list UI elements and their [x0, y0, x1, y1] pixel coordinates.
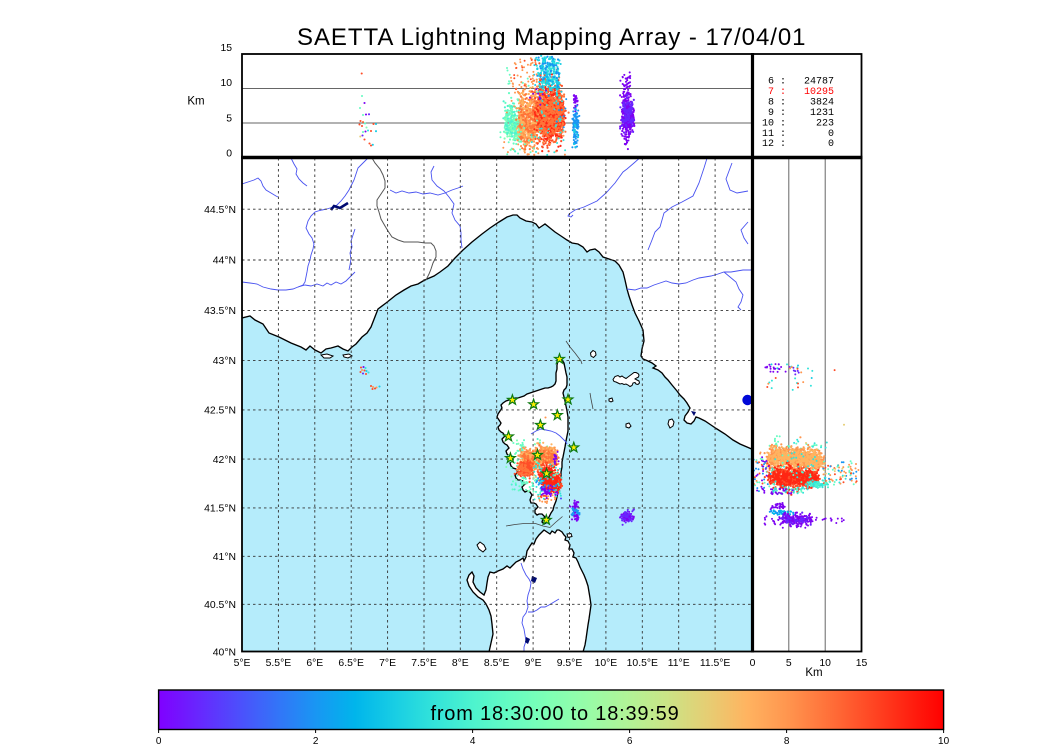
- svg-text:4: 4: [470, 736, 476, 747]
- svg-text:15: 15: [220, 43, 232, 54]
- svg-text:43°N: 43°N: [213, 356, 236, 367]
- svg-text:42°N: 42°N: [213, 455, 236, 466]
- svg-text:6: 6: [627, 736, 633, 747]
- svg-text:42.5°N: 42.5°N: [204, 406, 236, 417]
- svg-text:5: 5: [226, 113, 232, 124]
- svg-text:9 : 1231: 9 : 1231: [762, 108, 834, 119]
- svg-text:Km: Km: [187, 96, 204, 108]
- svg-text:11.5°E: 11.5°E: [700, 658, 731, 669]
- svg-text:43.5°N: 43.5°N: [204, 306, 236, 317]
- svg-text:11 : 0: 11 : 0: [762, 129, 834, 140]
- svg-text:10°E: 10°E: [595, 658, 618, 669]
- svg-text:44°N: 44°N: [213, 256, 236, 267]
- svg-text:6.5°E: 6.5°E: [338, 658, 364, 669]
- svg-text:Km: Km: [805, 667, 822, 679]
- svg-text:SAETTA Lightning Mapping Array: SAETTA Lightning Mapping Array - 17/04/0…: [297, 24, 806, 51]
- svg-text:12 : 0: 12 : 0: [762, 139, 834, 150]
- svg-text:7 : 10295: 7 : 10295: [762, 87, 834, 98]
- svg-text:15: 15: [856, 658, 868, 669]
- svg-text:5.5°E: 5.5°E: [266, 658, 292, 669]
- svg-text:44.5°N: 44.5°N: [204, 205, 236, 216]
- svg-text:8 : 3824: 8 : 3824: [762, 97, 834, 108]
- svg-text:5: 5: [786, 658, 792, 669]
- svg-text:40.5°N: 40.5°N: [204, 600, 236, 611]
- svg-text:from 18:30:00 to 18:39:59: from 18:30:00 to 18:39:59: [430, 703, 679, 725]
- svg-text:9.5°E: 9.5°E: [557, 658, 583, 669]
- svg-text:8°E: 8°E: [452, 658, 469, 669]
- svg-text:9°E: 9°E: [525, 658, 542, 669]
- svg-text:0: 0: [226, 149, 232, 160]
- svg-text:11°E: 11°E: [668, 658, 690, 669]
- svg-text:41.5°N: 41.5°N: [204, 504, 236, 515]
- svg-text:10: 10: [938, 736, 950, 747]
- svg-text:10: 10: [819, 658, 831, 669]
- svg-text:10: 10: [220, 78, 232, 89]
- svg-text:40°N: 40°N: [213, 648, 236, 659]
- svg-text:10 : 223: 10 : 223: [762, 118, 834, 129]
- svg-text:0: 0: [156, 736, 162, 747]
- svg-text:0: 0: [750, 658, 756, 669]
- svg-text:6°E: 6°E: [306, 658, 323, 669]
- svg-text:8.5°E: 8.5°E: [484, 658, 510, 669]
- svg-text:10.5°E: 10.5°E: [627, 658, 658, 669]
- svg-text:6 : 24787: 6 : 24787: [762, 76, 834, 87]
- svg-text:41°N: 41°N: [213, 552, 236, 563]
- svg-text:5°E: 5°E: [234, 658, 251, 669]
- svg-text:7.5°E: 7.5°E: [411, 658, 437, 669]
- svg-text:8: 8: [784, 736, 790, 747]
- svg-text:2: 2: [313, 736, 319, 747]
- svg-text:7°E: 7°E: [379, 658, 396, 669]
